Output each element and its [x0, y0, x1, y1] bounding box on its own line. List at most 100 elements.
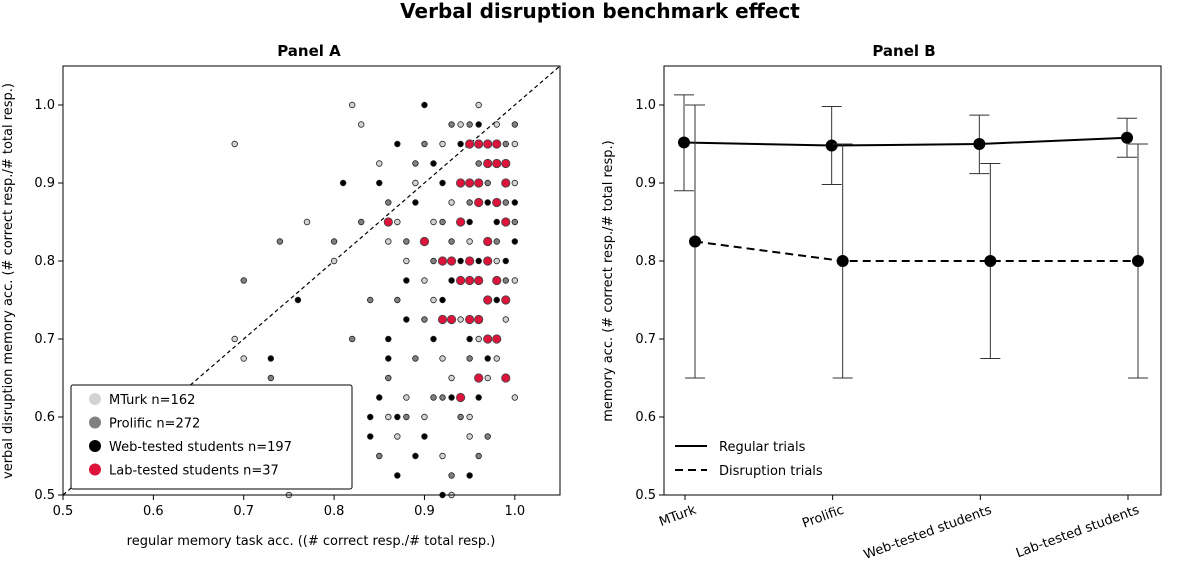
- panel-a-xtick-label: 0.7: [233, 504, 254, 519]
- panel-a-point: [492, 158, 502, 169]
- panel-a-point: [465, 275, 475, 286]
- panel-a-point: [501, 158, 511, 169]
- panel-a-point: [439, 179, 446, 187]
- panel-b-legend-label: Regular trials: [719, 440, 806, 455]
- panel-a-point: [466, 218, 473, 226]
- panel-a-point: [484, 355, 491, 362]
- panel-a-point: [501, 373, 511, 383]
- panel-a-legend-label: Lab-tested students n=37: [109, 464, 279, 479]
- panel-a-diagonal: [62, 65, 561, 496]
- panel-a-point: [430, 257, 437, 265]
- panel-b-series-line: [683, 136, 1128, 147]
- panel-a-legend-marker: [89, 416, 101, 429]
- panel-a-point: [231, 335, 238, 343]
- panel-a-diagonal-line: [62, 65, 561, 496]
- panel-a-point: [474, 197, 484, 208]
- panel-a-point: [421, 277, 428, 284]
- panel-a-point: [430, 160, 437, 167]
- panel-b-ticks: MTurk Prolific Web-tested students Lab-test…: [635, 98, 1141, 563]
- panel-a-point: [430, 218, 437, 226]
- panel-a-point: [511, 218, 519, 226]
- panel-b-ytick-label: 0.7: [635, 332, 656, 347]
- panel-a-point: [448, 121, 455, 128]
- panel-a-point: [385, 238, 392, 245]
- panel-a-point: [466, 335, 473, 343]
- panel-a-point: [348, 335, 356, 343]
- panel-a-ytick-label: 0.9: [34, 176, 55, 191]
- panel-a-point: [439, 452, 446, 460]
- panel-a-point: [421, 140, 428, 148]
- panel-a-point: [403, 238, 410, 245]
- panel-a-point: [412, 199, 419, 206]
- panel-a-point: [484, 199, 491, 206]
- panel-a-point: [231, 140, 238, 148]
- panel-a-ylabel: verbal disruption memory acc. (# correct…: [1, 83, 16, 479]
- panel-a-legend-marker: [89, 440, 101, 452]
- panel-a-point: [457, 257, 464, 265]
- panel-a-point: [466, 472, 473, 479]
- panel-a-point: [421, 316, 428, 323]
- panel-a-point: [502, 277, 509, 284]
- panel-a-point: [483, 295, 493, 305]
- panel-a-point: [475, 394, 482, 401]
- panel-a-point: [240, 355, 247, 362]
- panel-b-ylabel: memory acc. (# correct resp./# total res…: [601, 140, 616, 422]
- panel-a-point: [475, 160, 482, 167]
- panel-b-point: [1132, 255, 1144, 267]
- panel-a-point: [483, 256, 493, 266]
- panel-a-point: [376, 179, 383, 187]
- panel-a-point: [455, 178, 466, 188]
- panel-a-point: [493, 238, 500, 245]
- panel-a-points: [231, 101, 519, 499]
- panel-a-point: [448, 199, 455, 206]
- panel-a-point: [493, 257, 500, 265]
- panel-a-point: [483, 236, 493, 247]
- panel-a-point: [385, 199, 392, 206]
- panel-a-point: [502, 140, 509, 148]
- panel-a-point: [465, 139, 475, 149]
- panel-a-point: [483, 334, 493, 344]
- panel-b-legend-label: Disruption trials: [719, 464, 823, 479]
- panel-a-point: [501, 178, 511, 188]
- panel-a-point: [492, 275, 502, 286]
- panel-a-point: [466, 199, 473, 206]
- panel-a-point: [403, 277, 410, 284]
- panel-a-legend-label: Web-tested students n=197: [109, 440, 292, 455]
- panel-a-point: [465, 314, 475, 325]
- panel-a-point: [511, 238, 519, 245]
- panel-a-point: [367, 433, 374, 440]
- panel-a-point: [385, 355, 392, 362]
- panel-a: Panel A 0.5 0.6 0.7 0.8 0.9 1.00.50.60.70.80.…: [1, 42, 561, 549]
- panel-a-point: [511, 199, 519, 206]
- panel-a-xlabel: regular memory task acc. ((# correct res…: [127, 534, 496, 549]
- panel-a-point: [358, 218, 365, 226]
- panel-a-point: [457, 413, 464, 421]
- panel-a-point: [448, 238, 455, 245]
- panel-a-point: [448, 394, 455, 401]
- panel-a-title: Panel A: [277, 42, 341, 60]
- panel-a-xtick-label: 0.6: [143, 504, 164, 519]
- panel-a-point: [394, 218, 401, 226]
- panel-b-series: [674, 94, 1148, 379]
- panel-a-legend-marker: [89, 393, 101, 405]
- panel-a-point: [448, 472, 455, 479]
- panel-a-point: [367, 296, 374, 304]
- panel-a-point: [437, 256, 448, 266]
- panel-a-point: [437, 314, 448, 325]
- panel-a-point: [511, 121, 519, 128]
- panel-a-point: [501, 217, 511, 227]
- panel-a-point: [455, 217, 466, 227]
- panel-a-ticks: 0.5 0.6 0.7 0.8 0.9 1.0 0.5 0.6 0.7 0.8 0.9 1.0: [34, 98, 525, 519]
- panel-a-ytick-label: 1.0: [34, 98, 55, 113]
- panel-a-xtick-label: 0.9: [414, 504, 435, 519]
- panel-a-point: [483, 139, 493, 149]
- panel-a-point: [475, 121, 482, 128]
- panel-a-point: [412, 179, 419, 187]
- panel-b-xtick-label: Web-tested students: [862, 503, 994, 563]
- panel-b-point: [973, 138, 986, 150]
- panel-a-point: [385, 335, 392, 343]
- panel-a-point: [493, 296, 500, 304]
- panel-a-point: [294, 296, 302, 304]
- panel-a-point: [430, 296, 437, 304]
- panel-a-point: [348, 101, 356, 109]
